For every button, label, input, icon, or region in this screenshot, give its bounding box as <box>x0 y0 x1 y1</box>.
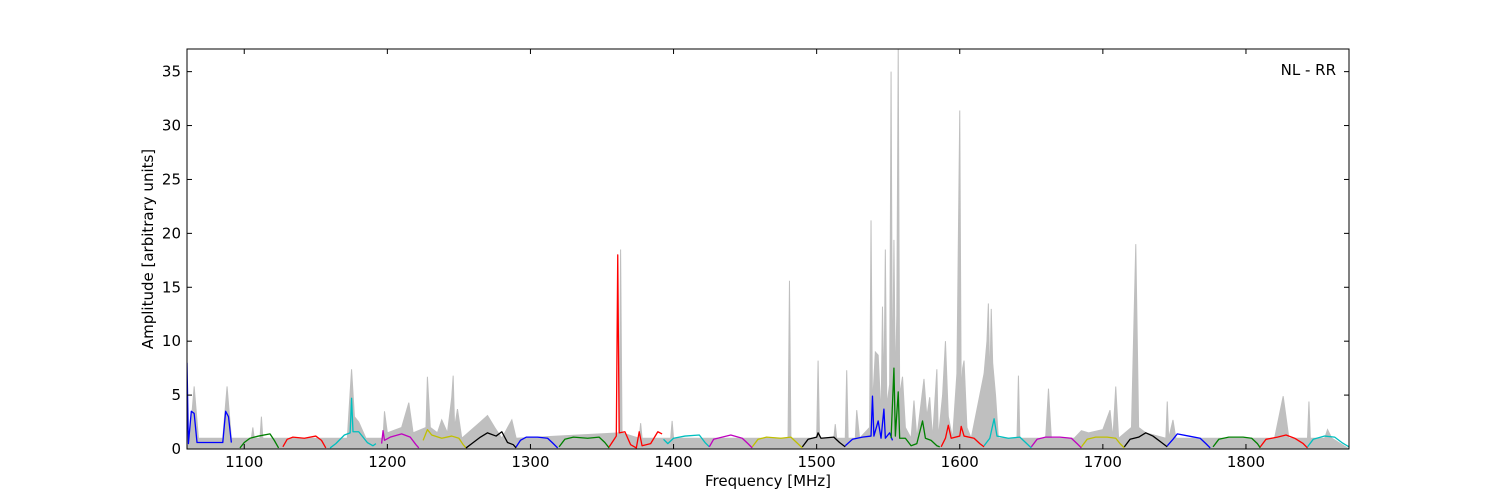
annotation: NL - RR <box>1281 61 1336 79</box>
y-tick-label: 5 <box>171 386 181 404</box>
line <box>940 424 985 448</box>
line <box>1306 435 1349 448</box>
y-axis-label: Amplitude [arbitrary units] <box>139 149 157 349</box>
plot-frame <box>186 48 1350 450</box>
line <box>801 432 846 448</box>
line <box>890 367 940 448</box>
y-tick-label: 35 <box>162 63 181 81</box>
line <box>663 434 710 448</box>
line <box>187 362 233 445</box>
line <box>751 436 803 449</box>
x-tick-label: 1600 <box>941 453 979 471</box>
line <box>708 434 753 449</box>
line <box>515 436 559 449</box>
line <box>282 435 327 449</box>
line <box>558 436 610 449</box>
x-tick-label: 1300 <box>511 453 549 471</box>
x-tick-label: 1800 <box>1227 453 1265 471</box>
line <box>239 433 280 449</box>
line <box>1080 436 1125 449</box>
line <box>983 418 1032 449</box>
y-tick-label: 20 <box>162 224 181 242</box>
line <box>1212 436 1261 449</box>
line <box>608 254 663 449</box>
line <box>422 428 467 449</box>
y-tick-label: 10 <box>162 332 181 350</box>
y-tick-label: 0 <box>171 440 181 458</box>
x-tick-label: 1500 <box>798 453 836 471</box>
line <box>465 431 517 449</box>
line <box>1123 432 1168 448</box>
line <box>844 395 894 447</box>
line <box>1030 436 1082 449</box>
line <box>380 430 420 449</box>
area <box>187 49 1349 449</box>
x-tick-label: 1200 <box>368 453 406 471</box>
x-tick-label: 1700 <box>1084 453 1122 471</box>
x-axis-label: Frequency [MHz] <box>705 472 831 490</box>
line <box>1259 434 1308 449</box>
y-tick-label: 25 <box>162 170 181 188</box>
y-tick-label: 30 <box>162 117 181 135</box>
x-tick-label: 1400 <box>654 453 692 471</box>
x-tick-label: 1100 <box>225 453 263 471</box>
line <box>1166 433 1211 449</box>
line <box>329 397 377 449</box>
y-tick-label: 15 <box>162 278 181 296</box>
